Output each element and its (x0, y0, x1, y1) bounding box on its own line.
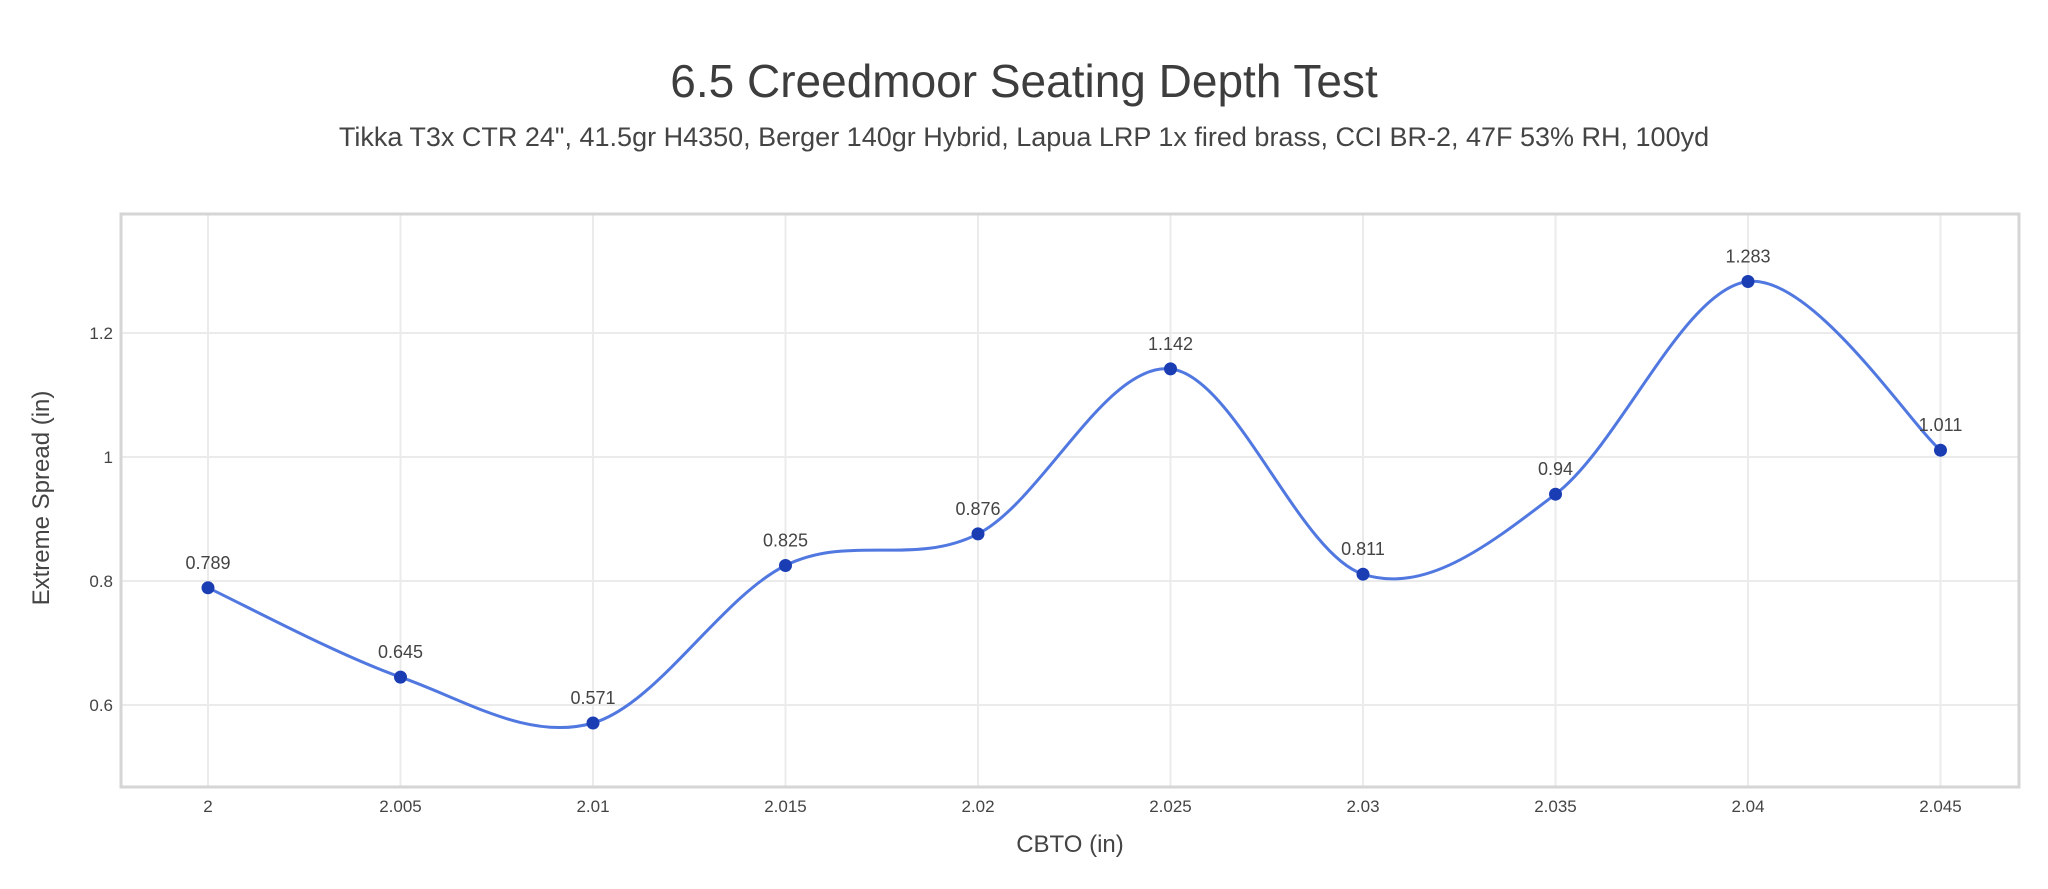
data-point-label: 1.011 (1919, 415, 1963, 435)
data-point-label: 1.142 (1148, 334, 1193, 354)
x-tick-label: 2.01 (576, 797, 609, 816)
data-point-label: 0.94 (1538, 459, 1573, 479)
chart-subtitle: Tikka T3x CTR 24", 41.5gr H4350, Berger … (338, 122, 1710, 152)
data-point-marker[interactable] (1934, 443, 1947, 457)
plot-canvas[interactable] (121, 214, 2019, 787)
data-point-label: 0.811 (1341, 539, 1385, 559)
y-tick-label: 1 (104, 448, 113, 467)
data-point-marker[interactable] (1741, 275, 1755, 288)
x-tick-label: 2.02 (961, 797, 994, 816)
x-tick-label: 2.045 (1919, 797, 1962, 816)
series-line (207, 279, 1942, 730)
data-point-label: 1.283 (1725, 247, 1770, 267)
data-point-marker[interactable] (394, 670, 407, 684)
data-point-label: 0.789 (185, 553, 230, 573)
x-tick-label: 2.04 (1731, 797, 1764, 816)
y-tick-label: 0.8 (89, 572, 113, 591)
data-point-label: 0.825 (763, 531, 808, 551)
x-tick-label: 2.035 (1534, 797, 1577, 816)
data-point-marker[interactable] (1549, 487, 1562, 501)
data-point-label: 0.571 (570, 688, 615, 708)
data-point-marker[interactable] (779, 559, 792, 572)
data-point-marker[interactable] (201, 581, 215, 595)
data-point-marker[interactable] (971, 527, 985, 541)
plot-frame (119, 212, 2021, 789)
data-point-label: 0.876 (955, 499, 1000, 519)
y-tick-label: 1.2 (89, 324, 113, 343)
x-tick-label: 2.015 (764, 797, 807, 816)
chart-title: 6.5 Creedmoor Seating Depth Test (670, 55, 1378, 107)
x-axis-title: CBTO (in) (1016, 831, 1124, 858)
y-tick-label: 0.6 (89, 696, 113, 715)
data-point-marker[interactable] (586, 716, 600, 730)
x-tick-label: 2.03 (1346, 797, 1379, 816)
data-point-marker[interactable] (1356, 567, 1370, 581)
y-axis-title: Extreme Spread (in) (28, 390, 55, 606)
x-tick-label: 2 (203, 797, 212, 816)
x-tick-label: 2.025 (1149, 797, 1192, 816)
data-point-marker[interactable] (1164, 362, 1177, 376)
x-tick-label: 2.005 (379, 797, 422, 816)
data-point-label: 0.645 (378, 642, 423, 662)
